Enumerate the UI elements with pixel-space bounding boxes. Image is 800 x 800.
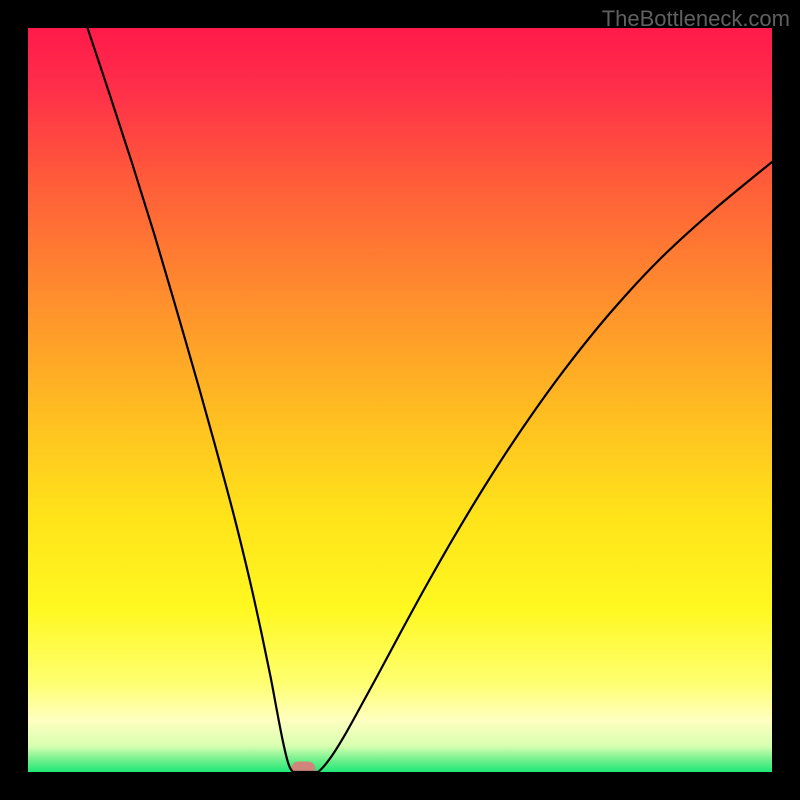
bottleneck-chart <box>0 0 800 800</box>
chart-background <box>28 28 772 772</box>
attribution-text: TheBottleneck.com <box>602 6 790 32</box>
chart-container: TheBottleneck.com <box>0 0 800 800</box>
